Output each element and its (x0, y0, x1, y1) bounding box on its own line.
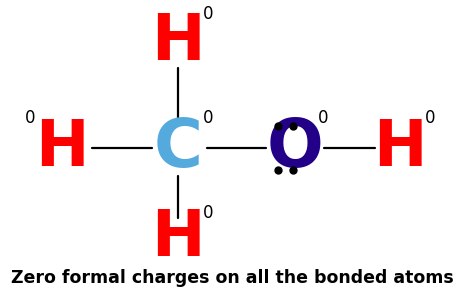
Text: H: H (35, 117, 89, 179)
Text: H: H (151, 11, 205, 73)
Text: 0: 0 (203, 109, 213, 127)
Text: 0: 0 (25, 109, 35, 127)
Text: H: H (151, 207, 205, 269)
Text: O: O (266, 115, 323, 181)
Text: 0: 0 (425, 109, 435, 127)
Text: C: C (153, 115, 202, 181)
Text: 0: 0 (318, 109, 328, 127)
Text: H: H (373, 117, 427, 179)
Text: 0: 0 (203, 5, 213, 23)
Text: Zero formal charges on all the bonded atoms: Zero formal charges on all the bonded at… (11, 269, 453, 287)
Text: 0: 0 (203, 204, 213, 222)
